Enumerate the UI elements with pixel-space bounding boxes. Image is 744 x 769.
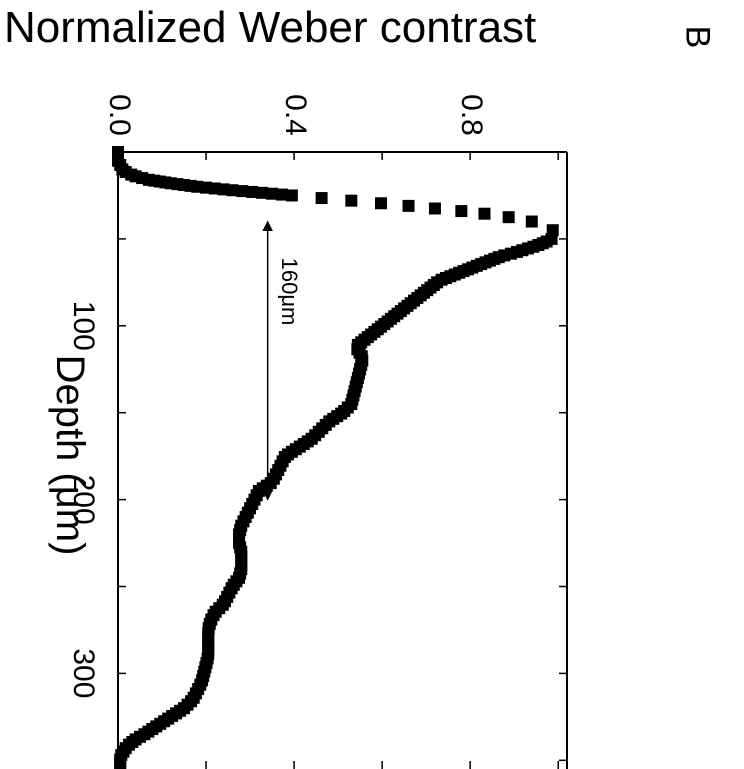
data-point [478, 207, 491, 220]
data-point [256, 186, 269, 199]
y-tick-label: 0.4 [279, 94, 312, 136]
y-tick-label: 0.8 [455, 94, 488, 136]
data-point [246, 185, 259, 198]
data-point [428, 202, 441, 215]
data-point [275, 188, 288, 201]
data-point [266, 187, 279, 200]
x-tick-label: 200 [67, 475, 100, 525]
data-point [114, 762, 127, 769]
y-axis-title: Normalized Weber contrast [4, 3, 537, 52]
x-tick-label: 300 [67, 648, 100, 698]
data-point [285, 189, 298, 202]
y-tick-label: 0.0 [103, 94, 136, 136]
data-point [502, 211, 515, 224]
x-tick-label: 100 [67, 301, 100, 351]
annotation-label: 160μm [277, 258, 302, 326]
data-point [236, 185, 249, 198]
data-point [226, 184, 239, 197]
data-point [402, 199, 415, 212]
data-point [375, 197, 388, 210]
data-point [525, 215, 538, 228]
data-point [455, 205, 468, 218]
data-point [315, 192, 328, 205]
data-point [345, 194, 358, 207]
